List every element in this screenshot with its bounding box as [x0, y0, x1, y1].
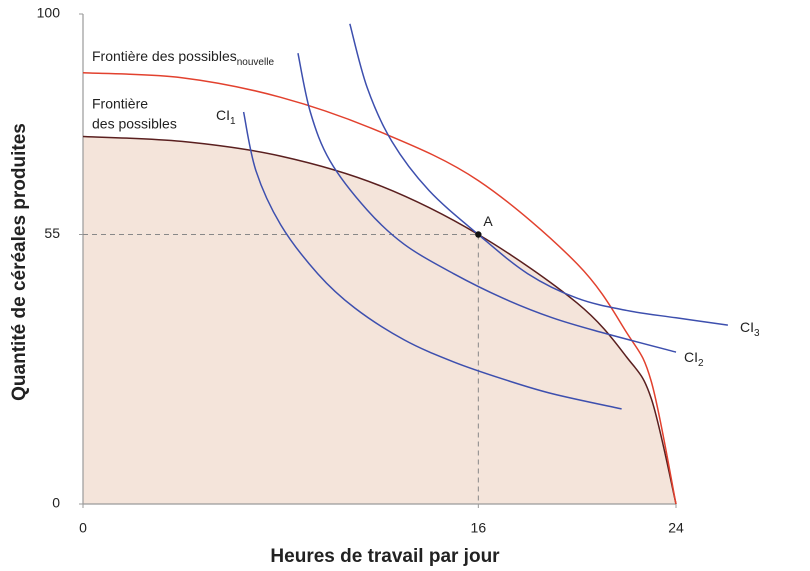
point-label: A	[483, 213, 493, 229]
curve-label-text: Frontière des possibles	[92, 48, 237, 64]
point	[475, 231, 482, 238]
y-tick-label: 100	[37, 5, 61, 21]
x-tick-label: 16	[471, 520, 487, 536]
curve-label: Frontière	[92, 96, 148, 112]
x-tick-label: 24	[668, 520, 684, 536]
curve-label-sub: 1	[230, 116, 236, 127]
curve	[349, 23, 728, 326]
y-tick-label: 55	[44, 225, 60, 241]
curve	[297, 53, 677, 353]
curve-label-text: CI	[740, 319, 754, 335]
curve	[242, 111, 622, 410]
y-tick-label: 0	[52, 495, 60, 511]
curve	[82, 72, 677, 505]
curve-label: des possibles	[92, 116, 177, 132]
curve-label: CI2	[684, 349, 704, 369]
curve-label-sub: 3	[754, 328, 760, 339]
y-axis-title: Quantité de céréales produites	[9, 123, 30, 401]
x-axis-title: Heures de travail par jour	[270, 546, 500, 567]
curve-label: Frontière des possiblesnouvelle	[92, 48, 274, 68]
curve-label-text: CI	[216, 107, 230, 123]
curve-label: CI3	[740, 319, 760, 339]
shaded-region	[83, 136, 676, 504]
curve-label: CI1	[216, 107, 236, 127]
x-tick-label: 0	[79, 520, 87, 536]
curve-label-sub: 2	[698, 358, 704, 369]
curve-label-text: CI	[684, 349, 698, 365]
curve	[82, 135, 677, 505]
curve-label-sub: nouvelle	[237, 57, 275, 68]
